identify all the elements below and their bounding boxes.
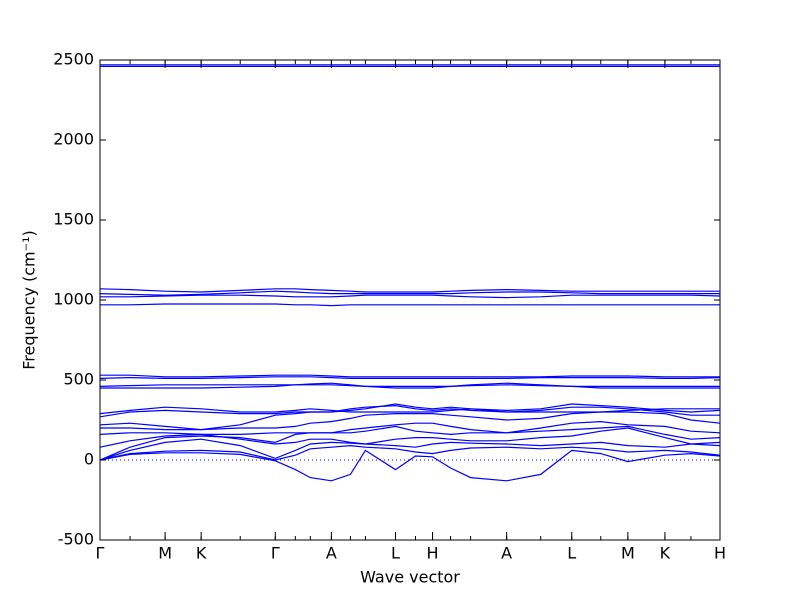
band-line bbox=[99, 420, 721, 435]
x-tick-label: A bbox=[326, 544, 337, 563]
band-line bbox=[99, 444, 721, 461]
x-tick-label: H bbox=[714, 544, 726, 563]
x-tick-label: M bbox=[158, 544, 172, 563]
band-line bbox=[99, 376, 721, 379]
y-tick-label: 0 bbox=[84, 450, 94, 469]
band-line bbox=[100, 374, 720, 378]
y-tick-label: -500 bbox=[58, 530, 94, 549]
band-line bbox=[99, 406, 720, 415]
y-tick-label: 500 bbox=[63, 370, 94, 389]
x-tick-label: M bbox=[621, 544, 635, 563]
band-line bbox=[100, 382, 720, 389]
x-tick-label: L bbox=[391, 544, 400, 563]
x-tick-label: K bbox=[196, 544, 207, 563]
x-tick-label: L bbox=[567, 544, 576, 563]
plot-frame bbox=[99, 59, 721, 541]
y-tick-label: 2500 bbox=[53, 50, 94, 69]
band-line bbox=[99, 438, 721, 461]
x-tick-label: Γ bbox=[271, 544, 280, 563]
x-tick-label: A bbox=[501, 544, 512, 563]
x-tick-label: H bbox=[427, 544, 439, 563]
band-line bbox=[99, 290, 720, 296]
band-line bbox=[99, 403, 721, 418]
band-line bbox=[100, 294, 721, 299]
x-tick-label: Γ bbox=[96, 544, 105, 563]
band-line bbox=[99, 288, 720, 293]
y-tick-label: 1500 bbox=[53, 210, 94, 229]
x-axis-label: Wave vector bbox=[360, 568, 460, 587]
band-line bbox=[99, 427, 721, 448]
band-line bbox=[99, 384, 720, 387]
band-line bbox=[99, 449, 721, 482]
y-tick-label: 2000 bbox=[53, 130, 94, 149]
band-line bbox=[100, 303, 720, 307]
band-line bbox=[99, 425, 721, 461]
y-axis-label: Frequency (cm⁻¹) bbox=[20, 230, 39, 369]
band-line bbox=[99, 404, 720, 431]
y-tick-label: 1000 bbox=[53, 290, 94, 309]
x-tick-label: K bbox=[660, 544, 671, 563]
